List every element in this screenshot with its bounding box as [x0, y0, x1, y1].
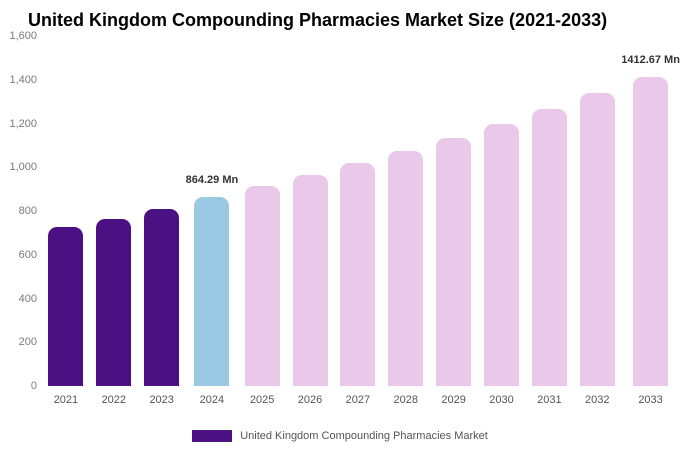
bar-2030[interactable]: [484, 123, 520, 386]
bar-column-2025: 2025: [238, 36, 286, 406]
bar-column-2021: 2021: [42, 36, 90, 406]
y-axis-tick-label: 0: [30, 380, 37, 392]
x-axis-label-2033: 2033: [638, 394, 663, 406]
x-axis-label-2022: 2022: [101, 394, 127, 406]
bar-2032[interactable]: [579, 93, 615, 386]
bar-column-2024: 864.29 Mn 2024: [185, 36, 239, 406]
bar-column-2026: 2026: [286, 36, 334, 406]
bar-2024[interactable]: [194, 196, 230, 386]
bar-2023[interactable]: [144, 208, 180, 386]
bar-2026[interactable]: [292, 175, 328, 386]
bar-column-2032: 2032: [573, 36, 621, 406]
y-axis: 0 200 400 600 800 1,000 1,200 1,400 1,600: [0, 30, 42, 392]
bar-value-label-2033: 1412.67 Mn: [621, 53, 680, 66]
bar-2022[interactable]: [96, 219, 132, 386]
x-axis-label-2024: 2024: [199, 394, 225, 406]
legend-label: United Kingdom Compounding Pharmacies Ma…: [240, 430, 488, 442]
bar-2025[interactable]: [244, 186, 280, 386]
x-axis-label-2021: 2021: [53, 394, 79, 406]
y-axis-tick-label: 400: [18, 292, 37, 305]
y-axis-tick-label: 600: [18, 248, 37, 261]
plot-area: 2021 2022 2023 864.29 Mn 2024 2025 2026 2027 202…: [42, 36, 680, 406]
x-axis-label-2031: 2031: [537, 394, 562, 406]
bar-column-2029: 2029: [430, 36, 478, 406]
legend: United Kingdom Compounding Pharmacies Ma…: [0, 430, 680, 442]
chart-title: United Kingdom Compounding Pharmacies Ma…: [28, 10, 608, 30]
bar-2028[interactable]: [388, 150, 424, 386]
bar-2021[interactable]: [48, 227, 84, 386]
x-axis-label-2029: 2029: [441, 394, 466, 406]
x-axis-label-2030: 2030: [489, 394, 514, 406]
y-axis-tick-label: 200: [18, 336, 37, 349]
y-axis-tick-label: 1,200: [9, 117, 37, 130]
bar-column-2030: 2030: [478, 36, 526, 406]
y-axis-tick-label: 1,000: [9, 161, 37, 174]
x-axis-label-2023: 2023: [149, 394, 174, 406]
bar-column-2031: 2031: [525, 36, 573, 406]
x-axis-label-2026: 2026: [297, 394, 323, 406]
bar-column-2033: 1412.67 Mn 2033: [621, 36, 680, 406]
legend-swatch: [192, 430, 233, 442]
y-axis-tick-label: 1,600: [9, 30, 37, 42]
bar-2033[interactable]: [633, 76, 669, 386]
bar-chart: 0 200 400 600 800 1,000 1,200 1,400 1,600 2021 20…: [0, 30, 680, 406]
y-axis-tick-label: 1,400: [9, 73, 37, 86]
x-axis-label-2027: 2027: [345, 394, 371, 406]
bar-column-2028: 2028: [382, 36, 430, 406]
bar-value-label-2024: 864.29 Mn: [185, 173, 239, 186]
bar-2027[interactable]: [340, 163, 376, 386]
bar-2029[interactable]: [436, 137, 472, 386]
x-axis-label-2032: 2032: [585, 394, 610, 406]
bar-2031[interactable]: [531, 108, 567, 386]
bar-column-2023: 2023: [138, 36, 186, 406]
x-axis-label-2025: 2025: [249, 394, 275, 406]
bar-column-2027: 2027: [334, 36, 382, 406]
bar-column-2022: 2022: [90, 36, 138, 406]
x-axis-label-2028: 2028: [393, 394, 419, 406]
y-axis-tick-label: 800: [18, 205, 37, 217]
